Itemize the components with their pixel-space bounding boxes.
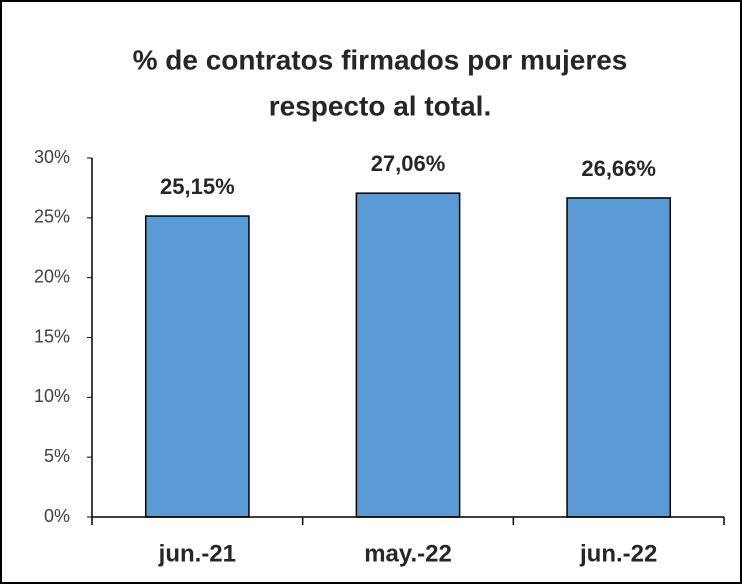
y-tick-label: 20% — [34, 266, 70, 286]
data-label: 25,15% — [160, 174, 235, 199]
data-label: 27,06% — [371, 151, 446, 176]
y-tick-label: 30% — [34, 147, 70, 167]
x-tick-label: may.-22 — [364, 540, 452, 567]
y-tick-label: 5% — [44, 446, 70, 466]
bar — [566, 197, 672, 518]
x-tick-label: jun.-21 — [158, 540, 236, 567]
bar — [144, 215, 250, 518]
bar — [355, 192, 461, 518]
x-tick-label: jun.-22 — [579, 540, 657, 567]
y-tick-label: 10% — [34, 386, 70, 406]
y-tick-label: 0% — [44, 506, 70, 526]
chart-title: respecto al total. — [269, 90, 492, 121]
y-tick-label: 15% — [34, 326, 70, 346]
chart-title: % de contratos firmados por mujeres — [133, 44, 628, 75]
data-label: 26,66% — [581, 156, 656, 181]
y-tick-label: 25% — [34, 207, 70, 227]
